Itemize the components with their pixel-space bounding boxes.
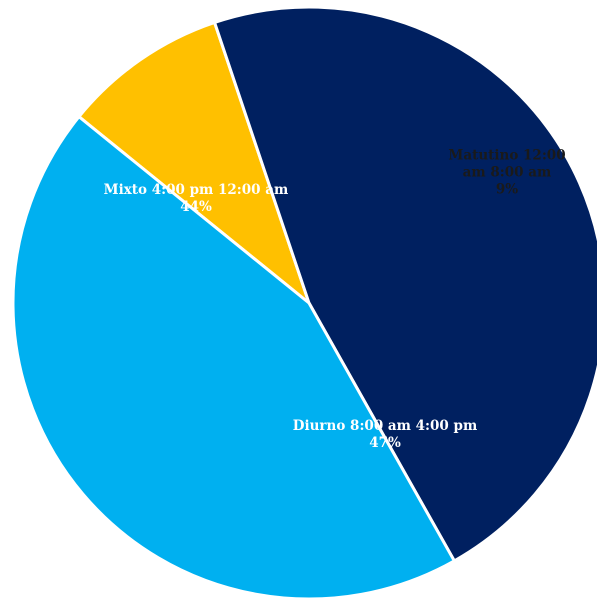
slice-category-label: Mixto 4:00 pm 12:00 am bbox=[104, 182, 289, 198]
pie-slice-0 bbox=[77, 20, 311, 305]
slice-label-1: Diurno 8:00 am 4:00 pm 47% bbox=[293, 418, 477, 451]
slice-value-label: 47% bbox=[369, 435, 401, 451]
slice-category-label: am 8:00 am bbox=[463, 165, 552, 181]
pie-labels: Matutino 12:00 am 8:00 am 9% Diurno 8:00 am… bbox=[104, 148, 566, 452]
pie-slices bbox=[11, 5, 597, 600]
slice-value-label: 44% bbox=[180, 199, 212, 215]
slice-label-2: Mixto 4:00 pm 12:00 am 44% bbox=[104, 182, 289, 215]
pie-slice-1 bbox=[213, 5, 597, 563]
slice-label-0: Matutino 12:00 am 8:00 am 9% bbox=[448, 148, 565, 198]
pie-slice-2 bbox=[11, 115, 456, 600]
slice-category-label: Matutino 12:00 bbox=[448, 148, 565, 164]
slice-value-label: 9% bbox=[496, 182, 518, 198]
slice-category-label: Diurno 8:00 am 4:00 pm bbox=[293, 418, 477, 434]
